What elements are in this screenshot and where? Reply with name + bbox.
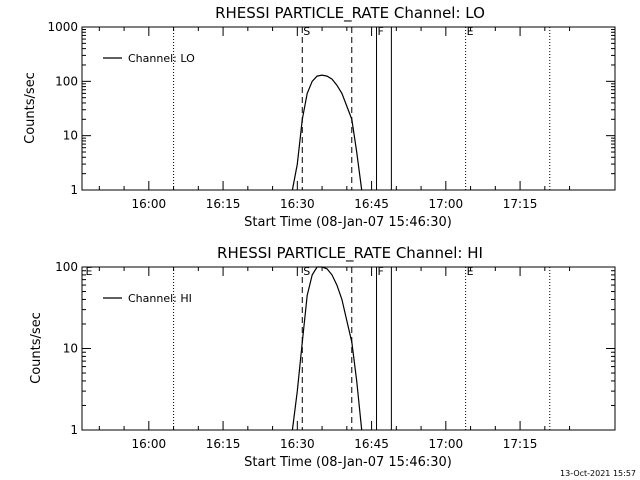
x-tick-label: 16:45: [354, 197, 389, 211]
x-tick-label: 17:15: [503, 197, 538, 211]
plot-frame: [81, 26, 616, 191]
event-marker-label: E: [467, 25, 474, 38]
chart-title: RHESSI PARTICLE_RATE Channel: HI: [217, 244, 483, 263]
y-tick-label: 10: [63, 129, 78, 143]
x-axis: 16:00 16:15 16:30 16:45 17:00 17:15: [98, 267, 571, 451]
y-tick-label: 100: [55, 260, 78, 274]
x-tick-label: 17:00: [429, 437, 464, 451]
x-tick-label: 17:15: [503, 437, 538, 451]
legend-label: Channel: LO: [128, 52, 195, 65]
event-marker-label: E: [467, 265, 474, 278]
y-axis: 1 10 100: [55, 260, 615, 437]
y-axis-label: Counts/sec: [23, 72, 38, 144]
series-line-hi: [291, 266, 363, 431]
x-tick-label: 16:45: [354, 437, 389, 451]
x-axis-label: Start Time (08-Jan-07 15:46:30): [244, 455, 452, 470]
x-axis-label: Start Time (08-Jan-07 15:46:30): [244, 215, 452, 230]
y-tick-label: 100: [55, 74, 78, 88]
event-marker-label: E: [85, 265, 92, 278]
x-tick-label: 16:15: [206, 437, 241, 451]
x-tick-label: 16:00: [132, 197, 167, 211]
series-line-lo: [291, 74, 363, 191]
event-marker-label: F: [378, 265, 384, 278]
y-axis: 1 10 100 1000: [47, 20, 615, 197]
x-tick-label: 17:00: [429, 197, 464, 211]
x-tick-label: 16:30: [280, 197, 315, 211]
footer-timestamp: 13-Oct-2021 15:57: [560, 469, 636, 478]
x-tick-label: 16:00: [132, 437, 167, 451]
y-tick-label: 1: [70, 183, 78, 197]
y-tick-label: 10: [63, 342, 78, 356]
event-marker-label: S: [303, 25, 310, 38]
y-tick-label: 1: [70, 423, 78, 437]
chart-panel-lo: RHESSI PARTICLE_RATE Channel: LO S F E 1 10…: [23, 4, 616, 230]
y-axis-label: Counts/sec: [29, 312, 44, 384]
x-tick-label: 16:15: [206, 197, 241, 211]
legend-label: Channel: HI: [128, 292, 192, 305]
x-axis: 16:00 16:15 16:30 16:45 17:00 17:15: [98, 27, 571, 211]
event-marker-label: S: [303, 265, 310, 278]
chart-title: RHESSI PARTICLE_RATE Channel: LO: [215, 4, 485, 23]
x-tick-label: 16:30: [280, 437, 315, 451]
event-marker-label: F: [378, 25, 384, 38]
y-tick-label: 1000: [47, 20, 78, 34]
